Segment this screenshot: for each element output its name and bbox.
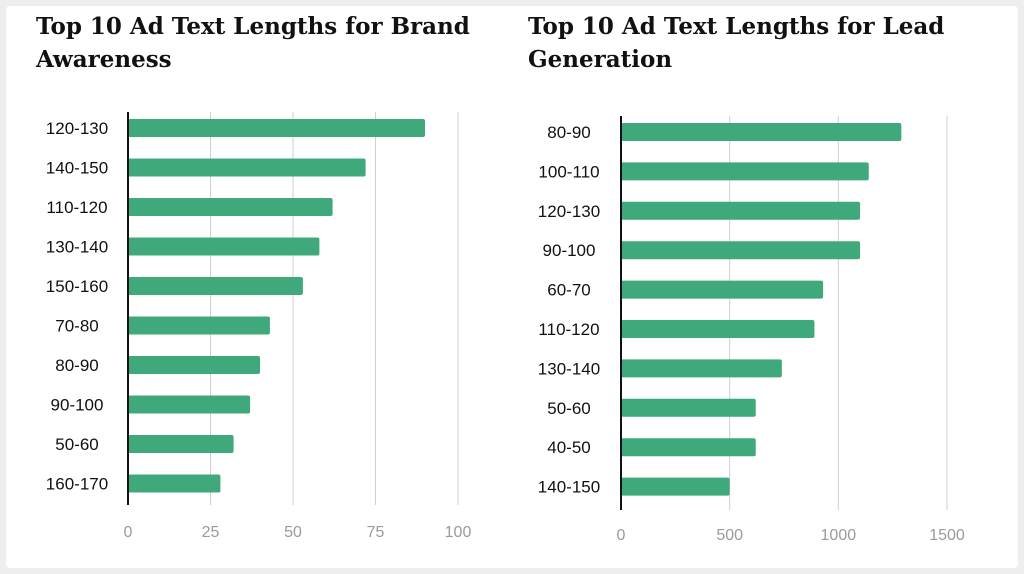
x-tick-label: 500 (716, 527, 743, 544)
category-label: 110-120 (46, 198, 107, 217)
x-tick-label: 0 (124, 524, 133, 541)
category-label: 110-120 (538, 320, 599, 339)
category-label: 140-150 (46, 159, 108, 178)
category-label: 70-80 (55, 317, 98, 336)
bar (128, 356, 260, 374)
category-label: 80-90 (547, 123, 590, 142)
chart-title-lead-generation: Top 10 Ad Text Lengths for Lead Generati… (528, 13, 945, 73)
bar (128, 119, 425, 137)
bar (621, 398, 756, 417)
x-tick-label: 1000 (821, 527, 857, 544)
x-tick-label: 0 (617, 527, 626, 544)
bar (128, 395, 251, 414)
category-label: 120-130 (46, 119, 108, 138)
category-label: 50-60 (547, 399, 590, 418)
bar (128, 316, 270, 335)
bar (621, 438, 756, 457)
category-label: 140-150 (538, 478, 600, 497)
bar (621, 280, 824, 299)
x-tick-label: 75 (367, 524, 385, 541)
bar (621, 320, 815, 338)
category-label: 160-170 (46, 475, 108, 494)
category-label: 120-130 (538, 202, 600, 221)
bar (128, 237, 320, 256)
category-label: 130-140 (46, 238, 108, 257)
bar (621, 123, 902, 141)
bar (128, 435, 234, 453)
category-label: 60-70 (547, 281, 590, 300)
bar (128, 198, 333, 216)
bar (128, 277, 303, 295)
bar (621, 162, 869, 181)
bar (621, 201, 861, 220)
bar (128, 158, 366, 177)
x-tick-label: 1500 (929, 527, 965, 544)
category-label: 90-100 (51, 396, 104, 415)
bar (128, 474, 221, 493)
category-label: 50-60 (55, 435, 98, 454)
category-label: 150-160 (46, 277, 108, 296)
category-label: 90-100 (543, 241, 596, 260)
x-tick-label: 50 (284, 524, 302, 541)
x-tick-label: 100 (445, 524, 472, 541)
category-label: 80-90 (55, 356, 98, 375)
x-tick-label: 25 (202, 524, 220, 541)
chart-title-brand-awareness: Top 10 Ad Text Lengths for Brand Awarene… (36, 13, 470, 73)
bar (621, 241, 861, 260)
category-label: 100-110 (538, 162, 599, 181)
category-label: 130-140 (538, 359, 600, 378)
category-label: 40-50 (547, 438, 590, 457)
bar (621, 477, 730, 496)
bar (621, 359, 782, 378)
